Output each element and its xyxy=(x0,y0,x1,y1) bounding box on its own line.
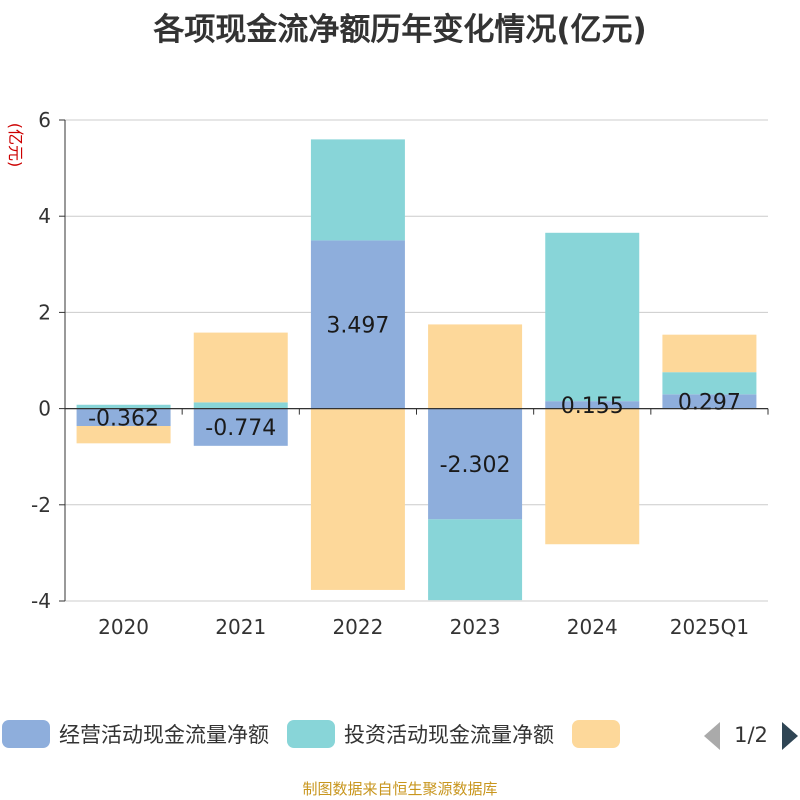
y-tick-label: -4 xyxy=(31,589,51,613)
bar-series-0-2024 xyxy=(545,401,640,409)
bar-series-1-2024 xyxy=(545,232,640,402)
bar-series-1-2020 xyxy=(76,404,171,409)
bar-series-2-2023 xyxy=(428,324,523,409)
axes: -4 -2 0 2 4 6 2020 2021 2022 2023 2024 2025Q1 xyxy=(31,108,769,639)
x-tick-label: 2024 xyxy=(567,615,618,639)
y-tick-label: 0 xyxy=(38,397,51,421)
bar-series-2-2025Q1 xyxy=(662,334,757,373)
y-tick-label: 6 xyxy=(38,108,51,132)
bar-series-0-2023 xyxy=(428,408,523,520)
bar-series-2-2021 xyxy=(193,332,288,403)
bar-series-1-2025Q1 xyxy=(662,372,757,395)
legend-item-0[interactable]: 经营活动现金流量净额 xyxy=(2,720,269,748)
bar-series-1-2023 xyxy=(428,519,523,601)
bar-series-0-2021 xyxy=(193,408,288,446)
legend: 经营活动现金流量净额 投资活动现金流量净额 1/2 xyxy=(2,720,798,750)
legend-page-indicator: 1/2 xyxy=(734,723,768,747)
legend-label: 经营活动现金流量净额 xyxy=(59,723,269,747)
y-tick-label: 4 xyxy=(38,204,51,228)
x-tick-label: 2025Q1 xyxy=(670,615,749,639)
y-tick-label: -2 xyxy=(31,493,51,517)
data-labels: -0.362 -0.774 3.497 -2.302 0.155 0.297 xyxy=(88,313,741,477)
data-label-2021: -0.774 xyxy=(205,416,276,441)
bar-series-0-2025Q1 xyxy=(662,394,757,409)
legend-label: 投资活动现金流量净额 xyxy=(344,723,554,747)
x-tick-label: 2022 xyxy=(332,615,383,639)
legend-prev-icon[interactable] xyxy=(704,722,720,750)
chart-title: 各项现金流净额历年变化情况(亿元) xyxy=(153,12,647,48)
data-label-2025Q1: 0.297 xyxy=(678,390,741,415)
bar-series-2-2024 xyxy=(545,408,640,545)
bar-series-0-2020 xyxy=(76,408,171,427)
bar-series-1-2021 xyxy=(193,402,288,409)
x-tick-label: 2021 xyxy=(215,615,266,639)
source-note: 制图数据来自恒生聚源数据库 xyxy=(302,780,498,798)
data-label-2022: 3.497 xyxy=(326,313,389,338)
bar-series-0-2022 xyxy=(310,240,405,409)
legend-item-1[interactable]: 投资活动现金流量净额 xyxy=(287,720,554,748)
data-label-2023: -2.302 xyxy=(440,453,511,478)
x-tick-label: 2023 xyxy=(450,615,501,639)
bar-series-2-2022 xyxy=(310,408,405,590)
bar-series-1-2022 xyxy=(310,139,405,241)
x-tick-label: 2020 xyxy=(98,615,149,639)
bars xyxy=(76,139,757,601)
y-axis-unit-label: (亿元) xyxy=(6,123,25,168)
legend-next-icon[interactable] xyxy=(782,722,798,750)
bar-series-2-2020 xyxy=(76,426,171,444)
legend-swatch xyxy=(572,720,620,748)
legend-swatch xyxy=(2,720,50,748)
data-label-2020: -0.362 xyxy=(88,406,159,431)
legend-item-2[interactable] xyxy=(572,720,620,748)
data-label-2024: 0.155 xyxy=(561,394,624,419)
legend-swatch xyxy=(287,720,335,748)
y-tick-label: 2 xyxy=(38,300,51,324)
